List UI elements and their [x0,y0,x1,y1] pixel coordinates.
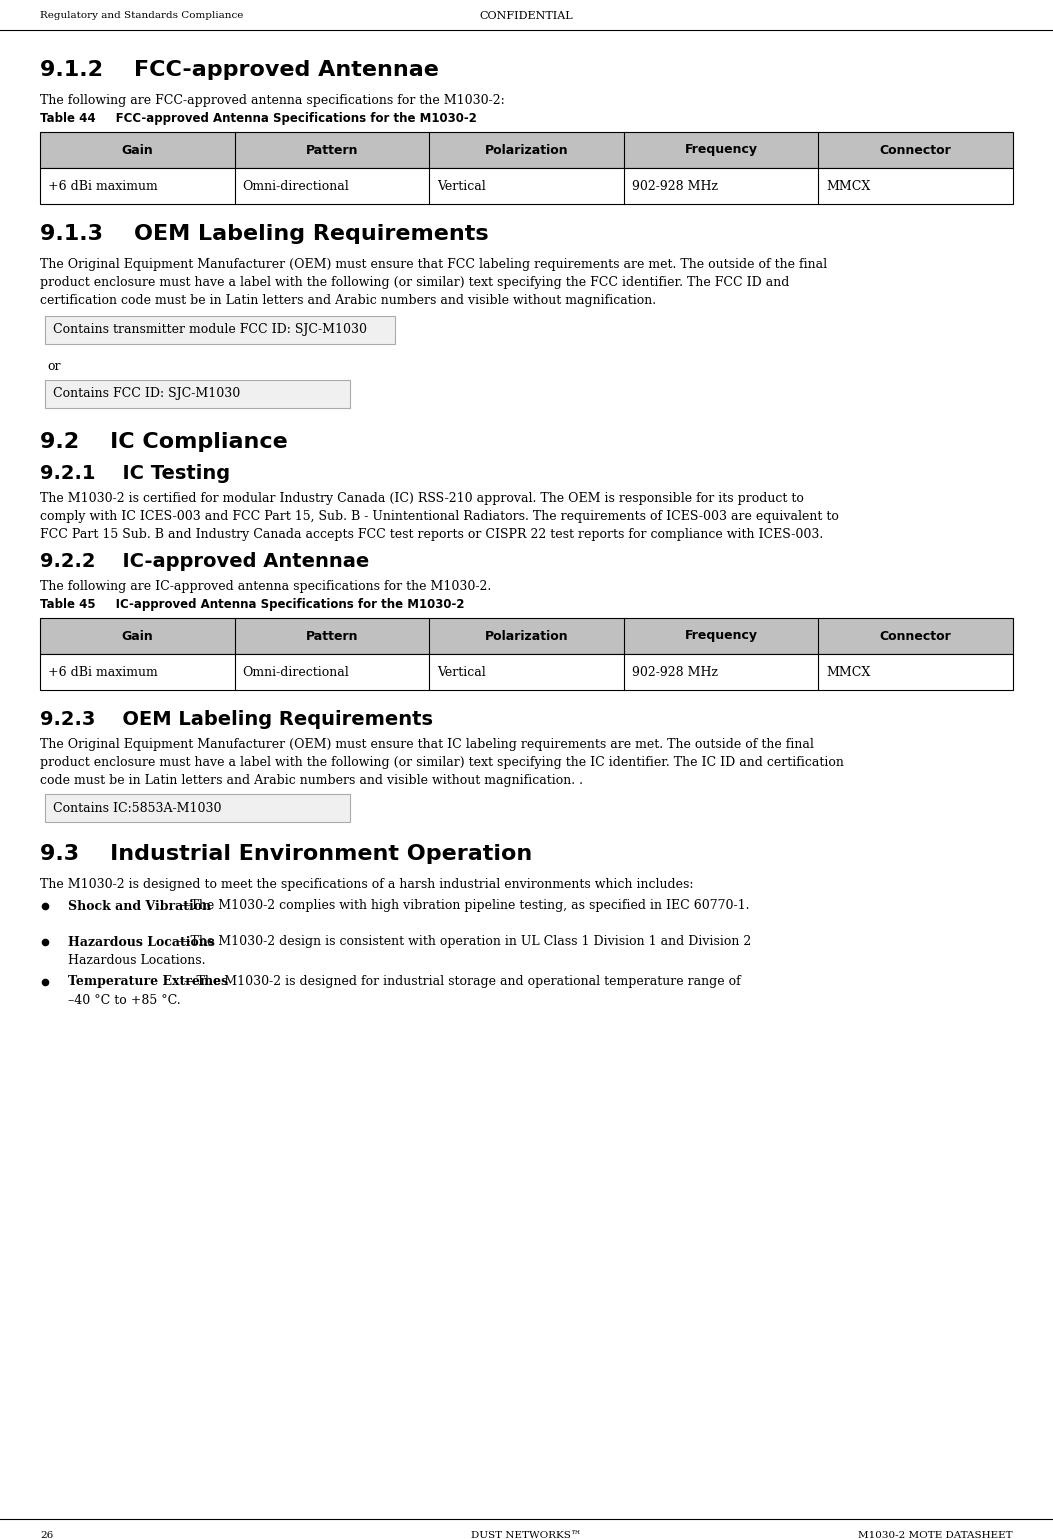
Bar [40,654,1013,689]
Text: M1030-2 MOTE DATASHEET: M1030-2 MOTE DATASHEET [858,1530,1013,1539]
Text: MMCX: MMCX [827,180,871,192]
Text: Regulatory and Standards Compliance: Regulatory and Standards Compliance [40,11,243,20]
Text: 902-928 MHz: 902-928 MHz [632,665,718,679]
Bar [40,619,1013,654]
Text: Table 45   IC-approved Antenna Specifications for the M1030-2: Table 45 IC-approved Antenna Specificati… [40,599,464,611]
Text: Omni-directional: Omni-directional [242,665,350,679]
Text: Polarization: Polarization [484,143,569,157]
Text: Frequency: Frequency [684,143,757,157]
Text: The following are FCC-approved antenna specifications for the M1030-2:: The following are FCC-approved antenna s… [40,94,504,108]
Text: Hazardous Locations.: Hazardous Locations. [68,954,205,968]
Bar [45,315,395,345]
Text: 9.1.2    FCC-approved Antennae: 9.1.2 FCC-approved Antennae [40,60,439,80]
Text: MMCX: MMCX [827,665,871,679]
Text: Connector: Connector [880,143,952,157]
Bar [40,168,1013,205]
Text: Contains transmitter module FCC ID: SJC-M1030: Contains transmitter module FCC ID: SJC-… [53,323,367,337]
Text: —The M1030-2 complies with high vibration pipeline testing, as specified in IEC : —The M1030-2 complies with high vibratio… [178,899,750,913]
Text: The Original Equipment Manufacturer (OEM) must ensure that IC labeling requireme: The Original Equipment Manufacturer (OEM… [40,739,843,786]
Text: —The M1030-2 design is consistent with operation in UL Class 1 Division 1 and Di: —The M1030-2 design is consistent with o… [178,936,752,948]
Text: Pattern: Pattern [305,143,358,157]
Text: +6 dBi maximum: +6 dBi maximum [48,180,158,192]
Text: 9.3    Industrial Environment Operation: 9.3 Industrial Environment Operation [40,843,532,863]
Text: The M1030-2 is certified for modular Industry Canada (IC) RSS-210 approval. The : The M1030-2 is certified for modular Ind… [40,492,839,542]
Text: Hazardous Locations: Hazardous Locations [68,936,215,948]
Text: –40 °C to +85 °C.: –40 °C to +85 °C. [68,994,181,1008]
Text: 9.2.3    OEM Labeling Requirements: 9.2.3 OEM Labeling Requirements [40,709,433,729]
Text: Gain: Gain [121,143,153,157]
Text: Table 44   FCC-approved Antenna Specifications for the M1030-2: Table 44 FCC-approved Antenna Specificat… [40,112,477,125]
Text: Connector: Connector [880,629,952,642]
Text: Temperature Extremes: Temperature Extremes [68,976,229,988]
Text: Gain: Gain [121,629,153,642]
Text: 9.1.3    OEM Labeling Requirements: 9.1.3 OEM Labeling Requirements [40,225,489,245]
Bar [45,794,350,822]
Text: Contains FCC ID: SJC-M1030: Contains FCC ID: SJC-M1030 [53,388,240,400]
Text: The M1030-2 is designed to meet the specifications of a harsh industrial environ: The M1030-2 is designed to meet the spec… [40,879,694,891]
Text: CONFIDENTIAL: CONFIDENTIAL [480,11,573,22]
Bar [40,132,1013,168]
Text: Shock and Vibration: Shock and Vibration [68,899,211,913]
Bar [40,619,1013,654]
Text: Polarization: Polarization [484,629,569,642]
Text: Frequency: Frequency [684,629,757,642]
Text: Vertical: Vertical [437,180,485,192]
Text: The Original Equipment Manufacturer (OEM) must ensure that FCC labeling requirem: The Original Equipment Manufacturer (OEM… [40,259,827,306]
Bar [45,380,350,408]
Text: 26: 26 [40,1530,54,1539]
Bar [40,132,1013,168]
Text: 9.2.2    IC-approved Antennae: 9.2.2 IC-approved Antennae [40,553,370,571]
Text: —The M1030-2 is designed for industrial storage and operational temperature rang: —The M1030-2 is designed for industrial … [184,976,740,988]
Text: Contains IC:5853A-M1030: Contains IC:5853A-M1030 [53,802,221,814]
Text: 902-928 MHz: 902-928 MHz [632,180,718,192]
Text: +6 dBi maximum: +6 dBi maximum [48,665,158,679]
Text: or: or [47,360,60,372]
Text: DUST NETWORKS™: DUST NETWORKS™ [472,1530,581,1539]
Text: The following are IC-approved antenna specifications for the M1030-2.: The following are IC-approved antenna sp… [40,580,492,593]
Text: 9.2    IC Compliance: 9.2 IC Compliance [40,432,287,452]
Text: Omni-directional: Omni-directional [242,180,350,192]
Text: 9.2.1    IC Testing: 9.2.1 IC Testing [40,463,231,483]
Text: Pattern: Pattern [305,629,358,642]
Text: Vertical: Vertical [437,665,485,679]
